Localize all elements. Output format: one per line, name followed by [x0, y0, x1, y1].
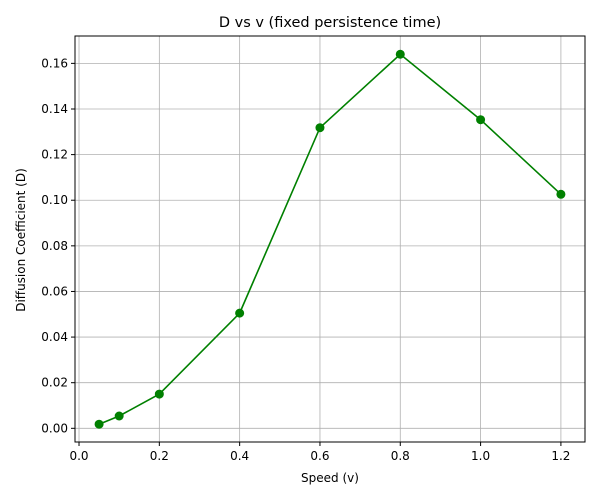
x-axis-ticks: 0.0 0.2 0.4 0.6 0.8 1.0 1.2 — [69, 442, 570, 463]
y-tick-label: 0.10 — [41, 193, 68, 207]
y-gridlines — [75, 62, 585, 429]
y-tick-label: 0.02 — [41, 376, 68, 390]
y-tick-label: 0.06 — [41, 284, 68, 298]
x-tick-label: 1.0 — [471, 449, 490, 463]
data-point — [315, 123, 325, 133]
y-tick-label: 0.16 — [41, 56, 68, 70]
data-point — [395, 49, 405, 59]
x-gridlines — [78, 36, 562, 442]
y-tick-label: 0.04 — [41, 330, 68, 344]
x-tick-label: 0.4 — [230, 449, 249, 463]
series-line — [98, 53, 562, 425]
y-tick-label: 0.00 — [41, 421, 68, 435]
data-point — [476, 115, 486, 125]
data-point — [154, 389, 164, 399]
chart-title: D vs v (fixed persistence time) — [219, 15, 441, 31]
series-layer — [94, 49, 566, 429]
x-tick-label: 0.0 — [69, 449, 88, 463]
y-tick-label: 0.12 — [41, 148, 68, 162]
y-tick-label: 0.14 — [41, 102, 68, 116]
x-tick-label: 1.2 — [551, 449, 570, 463]
y-tick-label: 0.08 — [41, 239, 68, 253]
data-point — [114, 411, 124, 421]
data-point — [235, 308, 245, 318]
y-axis-ticks: 0.00 0.02 0.04 0.06 0.08 0.10 0.12 0.14 0.16 — [41, 56, 75, 435]
x-tick-label: 0.8 — [391, 449, 410, 463]
plot-frame — [74, 35, 586, 443]
data-point — [556, 189, 566, 199]
y-axis-label: Diffusion Coefficient (D) — [14, 168, 28, 312]
data-point — [94, 419, 104, 429]
x-axis-label: Speed (v) — [301, 471, 359, 485]
x-tick-label: 0.2 — [150, 449, 169, 463]
x-tick-label: 0.6 — [310, 449, 329, 463]
